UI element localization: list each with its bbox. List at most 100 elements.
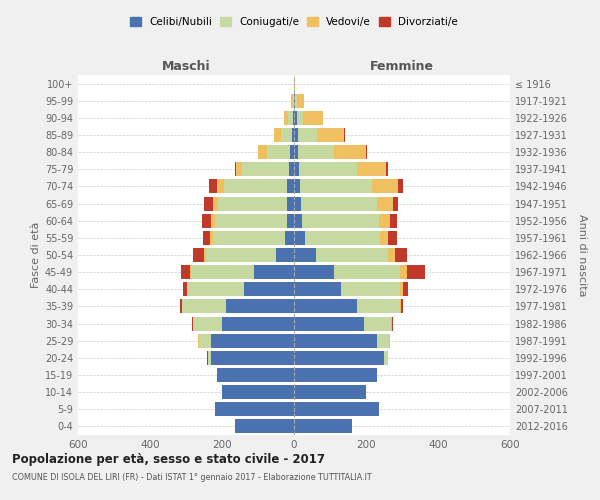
Bar bbox=[297, 94, 304, 108]
Bar bbox=[384, 351, 388, 365]
Bar bbox=[294, 248, 316, 262]
Bar bbox=[209, 180, 217, 194]
Bar bbox=[210, 231, 213, 245]
Bar bbox=[202, 214, 211, 228]
Bar bbox=[294, 196, 301, 210]
Text: Maschi: Maschi bbox=[161, 60, 211, 74]
Bar bbox=[284, 111, 287, 125]
Bar bbox=[294, 402, 379, 416]
Bar bbox=[184, 282, 187, 296]
Bar bbox=[190, 265, 191, 279]
Bar bbox=[294, 180, 301, 194]
Bar bbox=[258, 145, 267, 159]
Bar bbox=[208, 351, 211, 365]
Bar bbox=[386, 162, 388, 176]
Bar bbox=[344, 128, 345, 142]
Bar bbox=[294, 145, 298, 159]
Bar bbox=[294, 214, 302, 228]
Bar bbox=[224, 180, 287, 194]
Bar bbox=[294, 334, 377, 347]
Bar bbox=[242, 162, 289, 176]
Bar bbox=[297, 111, 304, 125]
Bar bbox=[334, 265, 400, 279]
Bar bbox=[203, 231, 210, 245]
Bar bbox=[197, 334, 198, 347]
Bar bbox=[236, 162, 242, 176]
Bar bbox=[390, 214, 397, 228]
Bar bbox=[287, 214, 294, 228]
Bar bbox=[400, 282, 403, 296]
Bar bbox=[298, 145, 334, 159]
Bar bbox=[298, 128, 317, 142]
Bar bbox=[391, 316, 392, 330]
Bar bbox=[181, 265, 190, 279]
Bar bbox=[211, 351, 294, 365]
Bar bbox=[380, 231, 388, 245]
Bar bbox=[392, 316, 393, 330]
Bar bbox=[244, 282, 294, 296]
Bar bbox=[403, 282, 409, 296]
Bar bbox=[379, 214, 390, 228]
Text: Femmine: Femmine bbox=[370, 60, 434, 74]
Bar bbox=[395, 248, 407, 262]
Bar bbox=[193, 316, 222, 330]
Bar bbox=[187, 282, 188, 296]
Bar bbox=[222, 316, 294, 330]
Bar bbox=[316, 248, 388, 262]
Bar bbox=[301, 180, 373, 194]
Bar bbox=[180, 300, 182, 314]
Bar bbox=[299, 162, 357, 176]
Bar bbox=[294, 162, 299, 176]
Bar bbox=[235, 420, 294, 434]
Bar bbox=[292, 128, 294, 142]
Bar bbox=[281, 128, 292, 142]
Bar bbox=[217, 180, 224, 194]
Bar bbox=[373, 180, 398, 194]
Bar bbox=[199, 334, 211, 347]
Bar bbox=[388, 248, 395, 262]
Bar bbox=[364, 316, 391, 330]
Bar bbox=[398, 180, 403, 194]
Bar bbox=[254, 265, 294, 279]
Text: Popolazione per età, sesso e stato civile - 2017: Popolazione per età, sesso e stato civil… bbox=[12, 452, 325, 466]
Bar bbox=[294, 385, 366, 399]
Bar bbox=[294, 300, 357, 314]
Bar bbox=[274, 128, 281, 142]
Bar bbox=[407, 265, 425, 279]
Bar bbox=[192, 316, 193, 330]
Bar bbox=[400, 265, 407, 279]
Bar bbox=[217, 368, 294, 382]
Bar bbox=[285, 231, 294, 245]
Bar bbox=[341, 282, 400, 296]
Bar bbox=[287, 196, 294, 210]
Bar bbox=[357, 300, 400, 314]
Bar bbox=[215, 402, 294, 416]
Bar bbox=[294, 351, 384, 365]
Bar bbox=[401, 300, 403, 314]
Bar bbox=[193, 248, 204, 262]
Bar bbox=[211, 214, 215, 228]
Bar bbox=[276, 248, 294, 262]
Bar bbox=[294, 420, 352, 434]
Bar bbox=[294, 282, 341, 296]
Bar bbox=[334, 145, 366, 159]
Bar bbox=[290, 145, 294, 159]
Bar bbox=[292, 94, 293, 108]
Bar bbox=[289, 162, 294, 176]
Bar bbox=[213, 231, 285, 245]
Bar bbox=[204, 248, 206, 262]
Y-axis label: Anni di nascita: Anni di nascita bbox=[577, 214, 587, 296]
Bar bbox=[400, 300, 401, 314]
Bar bbox=[182, 300, 226, 314]
Y-axis label: Fasce di età: Fasce di età bbox=[31, 222, 41, 288]
Bar bbox=[287, 111, 293, 125]
Bar bbox=[211, 334, 294, 347]
Bar bbox=[294, 368, 377, 382]
Bar bbox=[191, 265, 254, 279]
Bar bbox=[294, 265, 334, 279]
Bar bbox=[188, 282, 244, 296]
Bar bbox=[218, 196, 287, 210]
Bar bbox=[366, 145, 367, 159]
Bar bbox=[215, 214, 287, 228]
Bar bbox=[357, 162, 386, 176]
